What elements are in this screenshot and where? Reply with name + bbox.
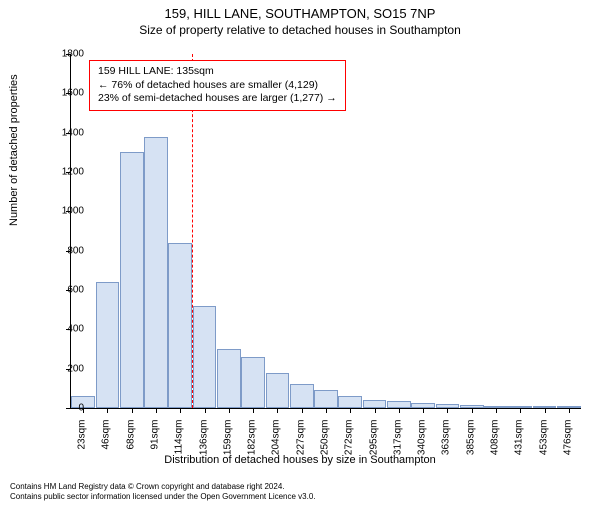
- histogram-bar: [168, 243, 192, 408]
- ytick-label: 1200: [62, 167, 84, 178]
- xtick-mark: [132, 408, 133, 413]
- xtick-label: 476sqm: [562, 420, 573, 460]
- chart-title: 159, HILL LANE, SOUTHAMPTON, SO15 7NP: [0, 6, 600, 21]
- xtick-mark: [569, 408, 570, 413]
- xtick-label: 340sqm: [417, 420, 428, 460]
- xtick-mark: [350, 408, 351, 413]
- xtick-label: 68sqm: [125, 420, 136, 460]
- xtick-label: 408sqm: [490, 420, 501, 460]
- xtick-label: 182sqm: [247, 420, 258, 460]
- xtick-mark: [496, 408, 497, 413]
- ytick-label: 400: [67, 324, 84, 335]
- xtick-mark: [229, 408, 230, 413]
- xtick-mark: [447, 408, 448, 413]
- xtick-mark: [253, 408, 254, 413]
- histogram-bar: [266, 373, 290, 408]
- xtick-label: 159sqm: [222, 420, 233, 460]
- footer-attribution: Contains HM Land Registry data © Crown c…: [10, 482, 316, 502]
- annotation-line: 23% of semi-detached houses are larger (…: [98, 92, 337, 106]
- histogram-bar: [363, 400, 387, 408]
- ytick-label: 600: [67, 285, 84, 296]
- ytick-label: 1000: [62, 206, 84, 217]
- xtick-mark: [472, 408, 473, 413]
- xtick-mark: [423, 408, 424, 413]
- footer-line-2: Contains public sector information licen…: [10, 492, 316, 502]
- ytick-mark: [66, 408, 71, 409]
- histogram-bar: [217, 349, 241, 408]
- annotation-box: 159 HILL LANE: 135sqm← 76% of detached h…: [89, 60, 346, 111]
- xtick-mark: [375, 408, 376, 413]
- xtick-label: 204sqm: [271, 420, 282, 460]
- xtick-label: 114sqm: [174, 420, 185, 460]
- histogram-bar: [338, 396, 362, 408]
- histogram-bar: [120, 152, 144, 408]
- chart-container: 159, HILL LANE, SOUTHAMPTON, SO15 7NP Si…: [0, 6, 600, 506]
- footer-line-1: Contains HM Land Registry data © Crown c…: [10, 482, 316, 492]
- xtick-label: 250sqm: [320, 420, 331, 460]
- xtick-mark: [180, 408, 181, 413]
- xtick-label: 136sqm: [198, 420, 209, 460]
- xtick-label: 23sqm: [77, 420, 88, 460]
- ytick-label: 800: [67, 245, 84, 256]
- xtick-label: 363sqm: [441, 420, 452, 460]
- xtick-mark: [545, 408, 546, 413]
- xtick-label: 431sqm: [514, 420, 525, 460]
- histogram-bar: [96, 282, 120, 408]
- ytick-label: 0: [78, 403, 84, 414]
- y-axis-label: Number of detached properties: [8, 74, 20, 226]
- ytick-label: 200: [67, 363, 84, 374]
- xtick-label: 317sqm: [392, 420, 403, 460]
- xtick-mark: [399, 408, 400, 413]
- xtick-label: 295sqm: [368, 420, 379, 460]
- xtick-label: 91sqm: [150, 420, 161, 460]
- histogram-bar: [144, 137, 168, 408]
- histogram-bar: [241, 357, 265, 408]
- xtick-mark: [302, 408, 303, 413]
- xtick-label: 272sqm: [344, 420, 355, 460]
- xtick-mark: [277, 408, 278, 413]
- annotation-line: 159 HILL LANE: 135sqm: [98, 65, 337, 79]
- xtick-mark: [520, 408, 521, 413]
- chart-subtitle: Size of property relative to detached ho…: [0, 23, 600, 37]
- xtick-mark: [326, 408, 327, 413]
- histogram-bar: [290, 384, 314, 408]
- histogram-bar: [193, 306, 217, 408]
- xtick-label: 46sqm: [101, 420, 112, 460]
- annotation-line: ← 76% of detached houses are smaller (4,…: [98, 79, 337, 93]
- histogram-bar: [387, 401, 411, 408]
- histogram-bar: [314, 390, 338, 408]
- xtick-mark: [107, 408, 108, 413]
- xtick-mark: [156, 408, 157, 413]
- ytick-label: 1800: [62, 49, 84, 60]
- xtick-label: 227sqm: [295, 420, 306, 460]
- ytick-label: 1400: [62, 127, 84, 138]
- xtick-mark: [205, 408, 206, 413]
- plot-area: 159 HILL LANE: 135sqm← 76% of detached h…: [70, 54, 581, 409]
- xtick-label: 453sqm: [538, 420, 549, 460]
- xtick-label: 385sqm: [465, 420, 476, 460]
- ytick-label: 1600: [62, 88, 84, 99]
